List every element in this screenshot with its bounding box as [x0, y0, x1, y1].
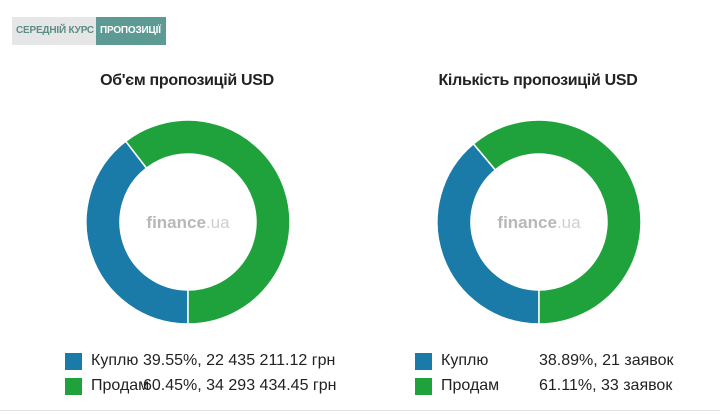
tab-offers[interactable]: ПРОПОЗИЦІЇ [96, 17, 166, 45]
chart-title-volume: Об'єм пропозицій USD [100, 72, 274, 89]
legend-value-buy: 39.55%, 22 435 211.12 грн [143, 352, 336, 369]
bottom-divider [0, 410, 720, 411]
legend-label-sell: Продам [441, 377, 500, 394]
donut-slice-sell[interactable] [124, 119, 291, 325]
legend-value-buy: 38.89%, 21 заявок [539, 352, 674, 369]
legend-swatch-sell [65, 377, 82, 395]
legend-value-sell: 61.11%, 33 заявок [539, 377, 673, 394]
legend-swatch-buy [65, 352, 82, 370]
legend-item-sell: Продам 61.11%, 33 заявок [415, 377, 672, 395]
legend-label-buy: Куплю [441, 352, 489, 369]
legend-swatch-buy [415, 352, 432, 370]
donut-chart-volume: finance.ua [85, 119, 291, 325]
donut-chart-count: finance.ua [436, 119, 642, 325]
tab-bar: СЕРЕДНІЙ КУРС ПРОПОЗИЦІЇ [12, 17, 166, 45]
watermark-logo: finance.ua [146, 213, 230, 232]
legend-label-buy: Куплю [91, 352, 139, 369]
chart-title-count: Кількість пропозицій USD [438, 72, 638, 89]
donut-slice-sell[interactable] [472, 119, 642, 325]
legend-value-sell: 60.45%, 34 293 434.45 грн [143, 377, 337, 394]
donut-slice-buy[interactable] [85, 140, 189, 325]
donut-slice-buy[interactable] [436, 142, 540, 325]
legend-swatch-sell [415, 377, 432, 395]
legend-item-sell: Продам 60.45%, 34 293 434.45 грн [65, 377, 337, 395]
tab-average-rate[interactable]: СЕРЕДНІЙ КУРС [12, 17, 96, 45]
legend-label-sell: Продам [91, 377, 150, 394]
legend-item-buy: Куплю 38.89%, 21 заявок [415, 352, 674, 370]
watermark-logo: finance.ua [497, 213, 581, 232]
legend-item-buy: Куплю 39.55%, 22 435 211.12 грн [65, 352, 335, 370]
